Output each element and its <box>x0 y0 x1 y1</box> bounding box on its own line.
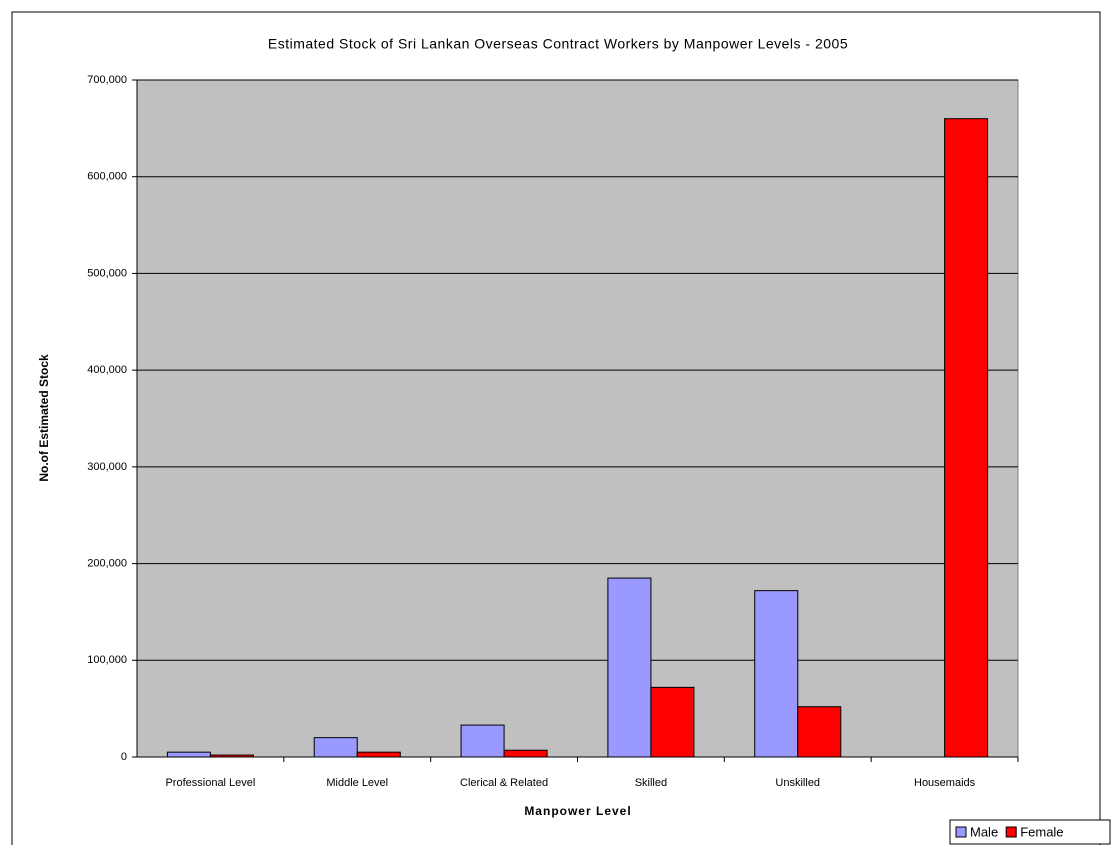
bar <box>503 749 548 758</box>
x-tick-label: Housemaids <box>914 777 976 789</box>
bar <box>650 686 695 758</box>
y-tick-label: 0 <box>121 751 127 763</box>
legend-swatch <box>1005 826 1017 838</box>
x-tick-label: Unskilled <box>775 777 820 789</box>
legend-label: Female <box>1020 824 1063 839</box>
x-tick-label: Skilled <box>635 777 667 789</box>
bar <box>944 118 989 758</box>
legend-label: Male <box>970 824 998 839</box>
bar <box>313 737 358 758</box>
x-tick-label: Middle Level <box>326 777 388 789</box>
x-tick-label: Professional Level <box>165 777 255 789</box>
y-tick-label: 300,000 <box>87 461 127 473</box>
legend-box <box>949 819 1111 845</box>
y-tick-label: 200,000 <box>87 557 127 569</box>
legend-swatch <box>955 826 967 838</box>
bar <box>607 577 652 758</box>
x-axis-label: Manpower Level <box>524 804 631 818</box>
x-tick-label: Clerical & Related <box>460 777 548 789</box>
bar <box>754 590 799 758</box>
chart-title: Estimated Stock of Sri Lankan Overseas C… <box>268 36 848 52</box>
y-tick-label: 700,000 <box>87 74 127 86</box>
bar <box>166 751 211 758</box>
y-axis-label: No.of Estimated Stock <box>37 354 51 482</box>
bar <box>460 724 505 758</box>
y-tick-label: 400,000 <box>87 364 127 376</box>
bar <box>797 706 842 758</box>
plot-area <box>136 79 1019 758</box>
y-tick-label: 600,000 <box>87 171 127 183</box>
y-tick-label: 500,000 <box>87 267 127 279</box>
bar <box>356 751 401 758</box>
y-tick-label: 100,000 <box>87 654 127 666</box>
bar <box>209 754 254 758</box>
